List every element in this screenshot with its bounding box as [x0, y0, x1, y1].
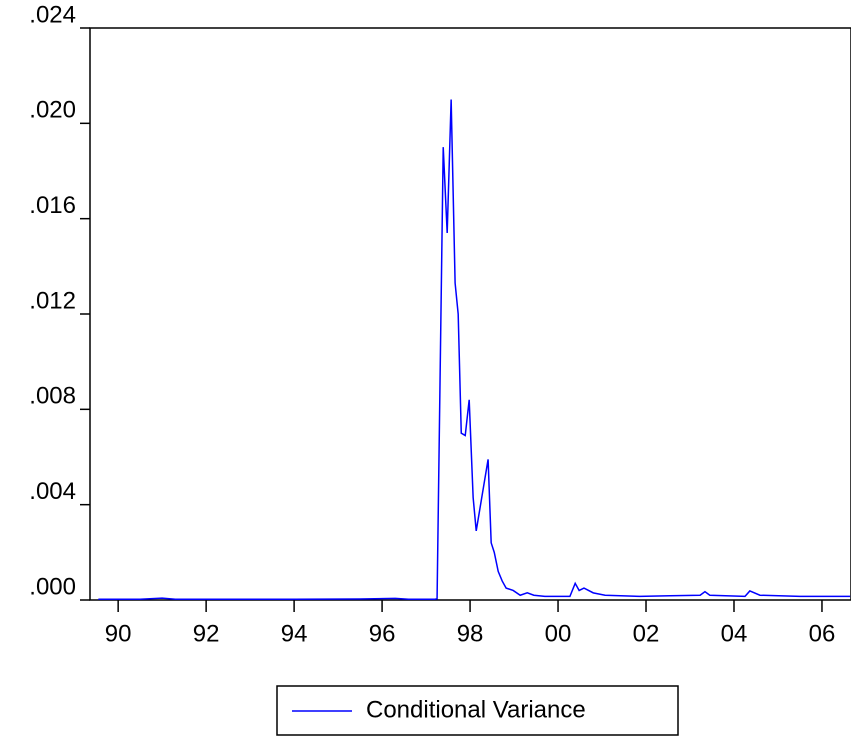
x-tick-label: 04: [721, 620, 748, 647]
series-line: [98, 99, 851, 601]
x-tick-label: 98: [457, 620, 484, 647]
x-tick-label: 90: [105, 620, 132, 647]
x-tick-label: 92: [193, 620, 220, 647]
plot-frame: [89, 27, 851, 601]
y-tick-label: .008: [29, 383, 76, 410]
x-tick-label: 02: [633, 620, 660, 647]
x-tick-label: 00: [545, 620, 572, 647]
y-tick-label: .020: [29, 97, 76, 124]
y-tick-label: .016: [29, 192, 76, 219]
x-tick-label: 94: [281, 620, 308, 647]
x-tick-label: 06: [809, 620, 836, 647]
y-tick-label: .012: [29, 287, 76, 314]
x-tick-label: 96: [369, 620, 396, 647]
y-tick-label: .004: [29, 478, 76, 505]
y-tick-label: .000: [29, 573, 76, 600]
legend-label: Conditional Variance: [366, 696, 586, 723]
y-tick-label: .024: [29, 1, 76, 28]
